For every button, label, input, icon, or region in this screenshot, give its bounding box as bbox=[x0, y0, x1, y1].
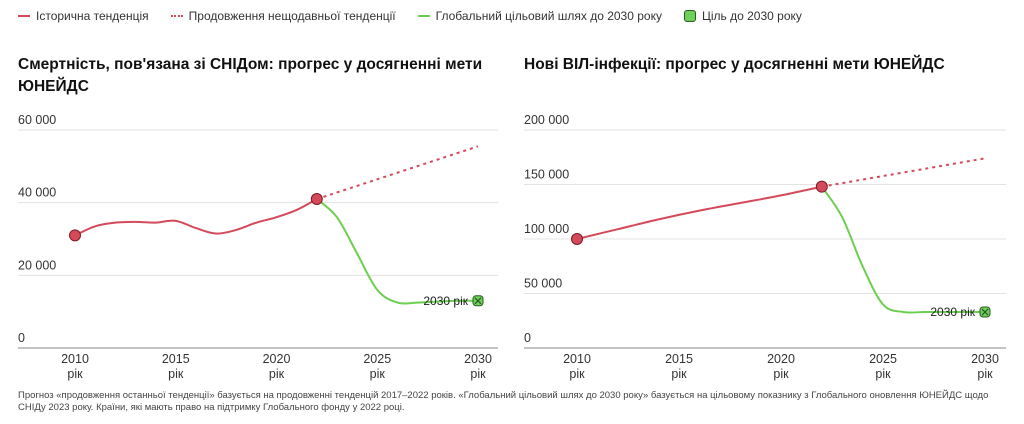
x-tick-suffix: рік bbox=[370, 367, 386, 381]
x-tick-label: 2020 bbox=[767, 352, 795, 366]
legend-swatch bbox=[417, 15, 430, 17]
x-tick-label: 2010 bbox=[563, 352, 591, 366]
x-tick-label: 2015 bbox=[665, 352, 693, 366]
y-tick-label: 20 000 bbox=[18, 258, 56, 272]
target-path-line bbox=[316, 198, 479, 305]
legend-continuation: Продовження нещодавньої тенденції bbox=[170, 9, 396, 23]
x-tick-label: 2010 bbox=[61, 352, 89, 366]
continuation-line bbox=[316, 145, 479, 200]
y-tick-label: 40 000 bbox=[18, 186, 56, 200]
x-tick-suffix: рік bbox=[773, 367, 789, 381]
y-tick-label: 200 000 bbox=[524, 113, 569, 127]
legend-swatch bbox=[18, 15, 30, 17]
x-tick-label: 2030 bbox=[971, 352, 999, 366]
x-tick-suffix: рік bbox=[977, 367, 993, 381]
x-tick-label: 2030 bbox=[464, 352, 492, 366]
x-tick-suffix: рік bbox=[671, 367, 687, 381]
x-tick-label: 2015 bbox=[162, 352, 190, 366]
y-tick-label: 0 bbox=[524, 331, 531, 345]
historical-point bbox=[310, 193, 323, 206]
x-tick-suffix: рік bbox=[470, 367, 486, 381]
chart-title-deaths: Смертність, пов'язана зі СНІДом: прогрес… bbox=[18, 56, 483, 95]
historical-point bbox=[69, 229, 81, 242]
y-tick-label: 0 bbox=[18, 331, 25, 345]
target-label: 2030 рік bbox=[930, 305, 975, 319]
target-path-line bbox=[820, 186, 985, 314]
historical-point bbox=[815, 180, 828, 193]
x-tick-label: 2025 bbox=[869, 352, 897, 366]
legend-label: Глобальний цільовий шлях до 2030 року bbox=[435, 9, 662, 23]
x-tick-suffix: рік bbox=[67, 367, 83, 381]
legend-historical: Історична тенденція bbox=[18, 9, 149, 23]
legend-label: Ціль до 2030 року bbox=[701, 9, 802, 23]
x-tick-label: 2020 bbox=[263, 352, 291, 366]
legend: Історична тенденція Продовження нещодавн… bbox=[18, 9, 802, 23]
legend-target: Ціль до 2030 року bbox=[683, 9, 802, 23]
target-label: 2030 рік bbox=[423, 294, 468, 308]
legend-label: Продовження нещодавньої тенденції bbox=[188, 9, 396, 23]
x-tick-suffix: рік bbox=[569, 367, 585, 381]
y-tick-label: 50 000 bbox=[524, 277, 562, 291]
footnote: Прогноз «продовження останньої тенденції… bbox=[18, 390, 989, 413]
historical-line bbox=[576, 185, 823, 240]
target-cross-icon bbox=[474, 297, 482, 305]
legend-target-path: Глобальний цільовий шлях до 2030 року bbox=[417, 9, 662, 23]
x-tick-suffix: рік bbox=[168, 367, 184, 381]
target-cross-icon bbox=[981, 308, 989, 316]
y-tick-label: 100 000 bbox=[524, 222, 569, 236]
y-tick-label: 60 000 bbox=[18, 113, 56, 127]
historical-line bbox=[74, 198, 318, 237]
legend-label: Історична тенденція bbox=[36, 9, 149, 23]
continuation-line bbox=[821, 157, 986, 188]
x-tick-suffix: рік bbox=[875, 367, 891, 381]
x-tick-suffix: рік bbox=[269, 367, 285, 381]
legend-swatch bbox=[170, 15, 183, 17]
historical-point bbox=[571, 233, 583, 245]
chart-title-infections: Нові ВІЛ-інфекції: прогрес у досягненні … bbox=[524, 56, 945, 73]
y-tick-label: 150 000 bbox=[524, 168, 569, 182]
target-marker-icon bbox=[683, 10, 696, 22]
x-tick-label: 2025 bbox=[363, 352, 391, 366]
